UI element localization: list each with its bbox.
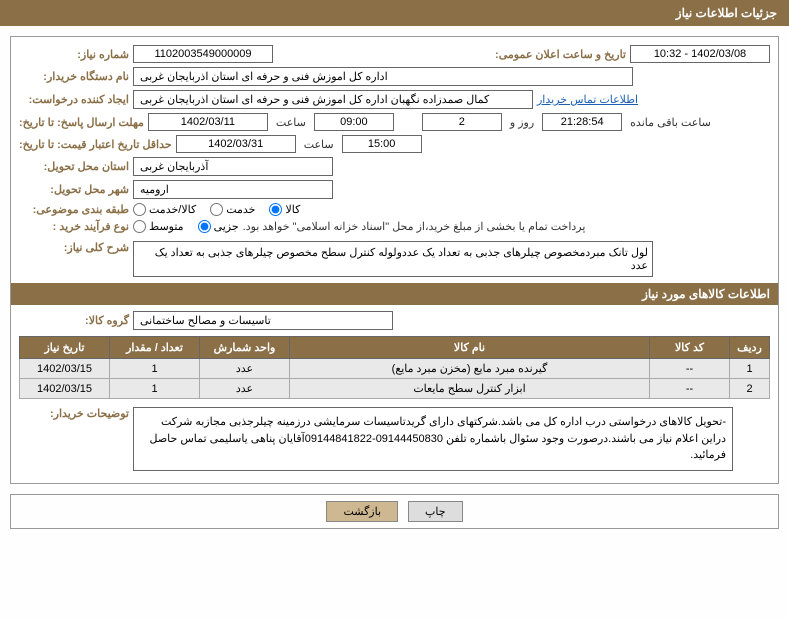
- validity-time: 15:00: [342, 135, 422, 153]
- summary-label: شرح کلی نیاز:: [19, 241, 129, 254]
- button-row: چاپ بازگشت: [10, 494, 779, 529]
- deadline-time: 09:00: [314, 113, 394, 131]
- buyer-value: اداره کل اموزش فنی و حرفه ای استان اذربا…: [133, 67, 633, 86]
- radio-minor[interactable]: جزیی: [198, 220, 239, 233]
- summary-value: لول تانک مبردمخصوص چیلرهای جذبی به تعداد…: [133, 241, 653, 277]
- table-header: ردیف: [730, 337, 770, 359]
- time-label-2: ساعت: [304, 138, 334, 151]
- time-label-1: ساعت: [276, 116, 306, 129]
- days-label: روز و: [510, 116, 534, 129]
- radio-kala[interactable]: کالا: [269, 203, 300, 216]
- payment-note: پرداخت تمام یا بخشی از مبلغ خرید،از محل …: [243, 220, 586, 233]
- process-label: نوع فرآیند خرید :: [19, 220, 129, 233]
- group-value: تاسیسات و مصالح ساختمانی: [133, 311, 393, 330]
- print-button[interactable]: چاپ: [408, 501, 463, 522]
- radio-medium[interactable]: متوسط: [133, 220, 184, 233]
- table-row: 1--گیرنده مبرد مایع (مخزن مبرد مایع)عدد1…: [20, 359, 770, 379]
- province-value: آذربایجان غربی: [133, 157, 333, 176]
- main-panel: شماره نیاز: 1102003549000009 تاریخ و ساع…: [10, 36, 779, 484]
- radio-both[interactable]: کالا/خدمت: [133, 203, 196, 216]
- need-no-label: شماره نیاز:: [19, 48, 129, 61]
- deadline-label: مهلت ارسال پاسخ: تا تاریخ:: [19, 116, 144, 129]
- radio-khedmat[interactable]: خدمت: [210, 203, 255, 216]
- group-label: گروه کالا:: [19, 314, 129, 327]
- table-header: تعداد / مقدار: [110, 337, 200, 359]
- process-radios: جزیی متوسط: [133, 220, 239, 233]
- deadline-date: 1402/03/11: [148, 113, 268, 131]
- category-radios: کالا خدمت کالا/خدمت: [133, 203, 300, 216]
- table-header: واحد شمارش: [200, 337, 290, 359]
- buyer-label: نام دستگاه خریدار:: [19, 70, 129, 83]
- page-title: جزئیات اطلاعات نیاز: [0, 0, 789, 26]
- goods-table: ردیفکد کالانام کالاواحد شمارشتعداد / مقد…: [19, 336, 770, 399]
- need-no-value: 1102003549000009: [133, 45, 273, 63]
- goods-section-title: اطلاعات کالاهای مورد نیاز: [11, 283, 778, 305]
- table-header: تاریخ نیاز: [20, 337, 110, 359]
- back-button[interactable]: بازگشت: [326, 501, 398, 522]
- category-label: طبقه بندی موضوعی:: [19, 203, 129, 216]
- table-header: نام کالا: [290, 337, 650, 359]
- remaining-label: ساعت باقی مانده: [630, 116, 711, 129]
- validity-date: 1402/03/31: [176, 135, 296, 153]
- creator-label: ایجاد کننده درخواست:: [19, 93, 129, 106]
- table-header: کد کالا: [650, 337, 730, 359]
- days-value: 2: [422, 113, 502, 131]
- buyer-notes-value: -تحویل کالاهای درخواستی درب اداره کل می …: [133, 407, 733, 471]
- validity-label: حداقل تاریخ اعتبار قیمت: تا تاریخ:: [19, 138, 172, 151]
- announce-label: تاریخ و ساعت اعلان عمومی:: [495, 48, 626, 61]
- table-row: 2--ابزار کنترل سطح مایعاتعدد11402/03/15: [20, 379, 770, 399]
- city-value: ارومیه: [133, 180, 333, 199]
- announce-value: 1402/03/08 - 10:32: [630, 45, 770, 63]
- creator-value: کمال صمدزاده نگهبان اداره کل اموزش فنی و…: [133, 90, 533, 109]
- contact-link[interactable]: اطلاعات تماس خریدار: [537, 93, 638, 106]
- city-label: شهر محل تحویل:: [19, 183, 129, 196]
- countdown-value: 21:28:54: [542, 113, 622, 131]
- buyer-notes-label: توضیحات خریدار:: [19, 407, 129, 420]
- province-label: استان محل تحویل:: [19, 160, 129, 173]
